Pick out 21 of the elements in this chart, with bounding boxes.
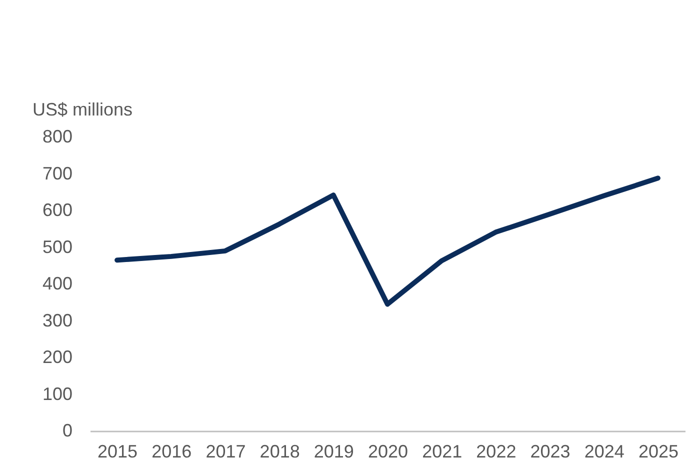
- y-tick-label: 200: [42, 347, 72, 367]
- x-tick-label: 2015: [98, 442, 138, 462]
- x-tick-label: 2017: [206, 442, 246, 462]
- y-tick-label: 700: [42, 163, 72, 184]
- x-tick-label: 2025: [638, 442, 678, 462]
- x-tick-label: 2019: [314, 442, 354, 462]
- y-tick-label: 600: [42, 200, 72, 220]
- y-tick-label: 500: [42, 236, 72, 257]
- x-tick-label: 2020: [368, 442, 408, 462]
- x-tick-label: 2024: [584, 442, 624, 462]
- y-tick-label: 100: [42, 384, 72, 404]
- y-tick-label: 400: [42, 274, 72, 294]
- x-tick-label: 2023: [530, 442, 570, 462]
- y-tick-label: 800: [42, 126, 72, 146]
- x-tick-label: 2021: [422, 442, 462, 462]
- y-tick-label: 0: [62, 420, 72, 440]
- y-tick-label: 300: [42, 310, 72, 330]
- x-tick-label: 2022: [476, 442, 516, 462]
- x-tick-label: 2018: [260, 442, 300, 462]
- y-axis-title: US$ millions: [32, 100, 133, 120]
- x-tick-label: 2016: [152, 442, 192, 462]
